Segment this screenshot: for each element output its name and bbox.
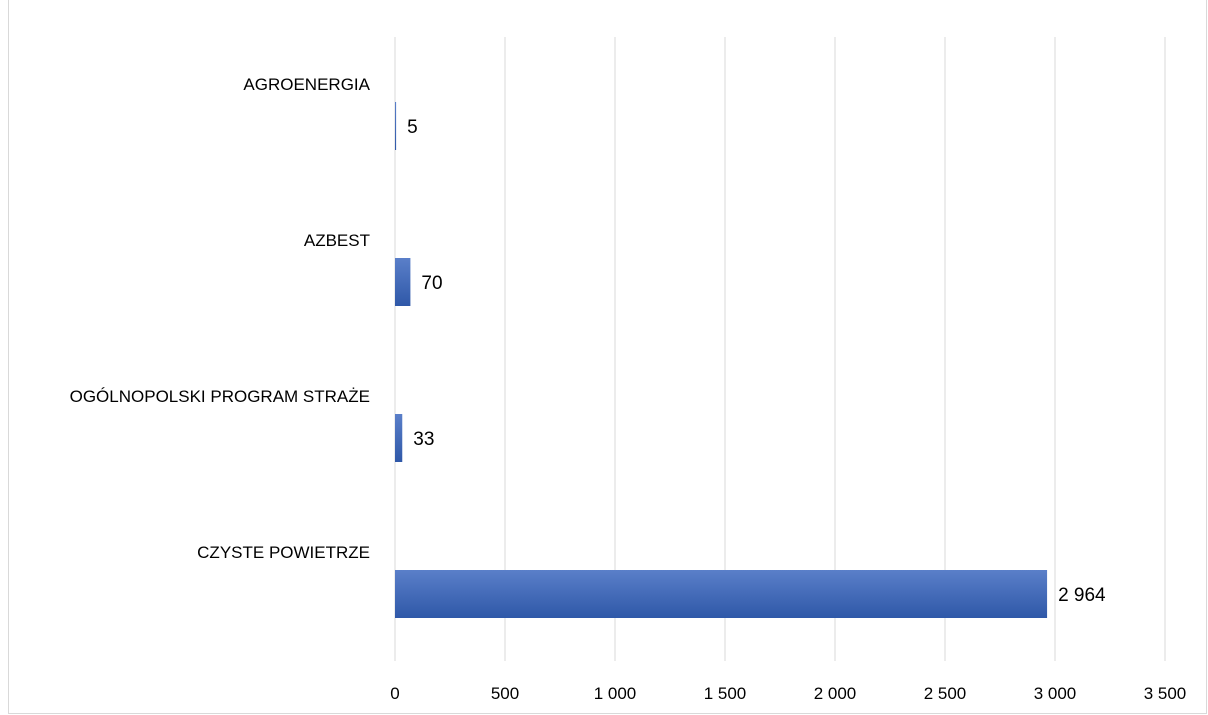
data-label: 33: [413, 429, 434, 450]
x-tick-label: 3 000: [1034, 684, 1077, 703]
bar-azbest: [395, 258, 411, 306]
data-label: 70: [421, 273, 442, 294]
labels: 0 500 1 000 1 500 2 000 2 500 3 000 3 500 5 AGROE…: [70, 75, 1187, 703]
x-tick-label: 500: [491, 684, 519, 703]
x-tick-label: 0: [390, 684, 399, 703]
data-label: 2 964: [1058, 585, 1106, 606]
x-tick-label: 1 000: [594, 684, 637, 703]
x-tick-label: 2 500: [924, 684, 967, 703]
x-tick-label: 3 500: [1144, 684, 1187, 703]
category-label: AZBEST: [304, 231, 370, 250]
bar-chart: 0 500 1 000 1 500 2 000 2 500 3 000 3 500 5 AGROE…: [70, 37, 1187, 703]
data-label: 5: [407, 117, 418, 138]
bars: [395, 102, 1048, 618]
category-label: CZYSTE POWIETRZE: [197, 543, 370, 562]
bar-ogólnopolski-program-straże: [395, 414, 403, 462]
bar-czyste-powietrze: [395, 570, 1048, 618]
category-label: OGÓLNOPOLSKI PROGRAM STRAŻE: [70, 387, 370, 406]
x-tick-label: 2 000: [814, 684, 857, 703]
chart-frame: 0 500 1 000 1 500 2 000 2 500 3 000 3 500 5 AGROE…: [8, 0, 1207, 714]
category-label: AGROENERGIA: [243, 75, 370, 94]
bar-agroenergia: [395, 102, 397, 150]
x-tick-label: 1 500: [704, 684, 747, 703]
grid-lines: [394, 37, 1166, 661]
